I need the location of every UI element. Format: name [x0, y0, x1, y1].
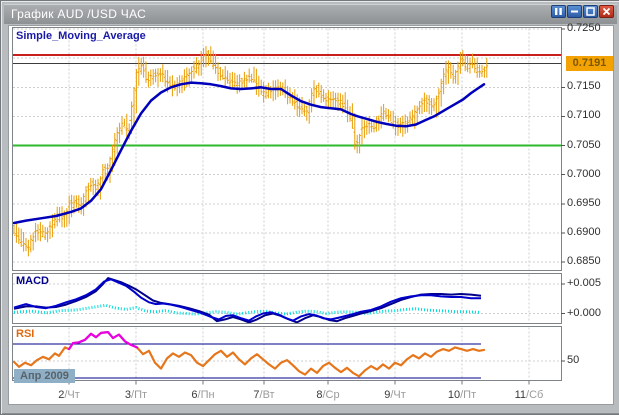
pause-icon [554, 4, 563, 19]
close-button[interactable] [599, 5, 614, 18]
maximize-icon [586, 4, 595, 19]
minimize-button[interactable] [567, 5, 582, 18]
chart-client-area [8, 25, 614, 405]
window-titlebar[interactable]: График AUD /USD ЧАС [4, 4, 617, 24]
pause-button[interactable] [551, 5, 566, 18]
window-title: График AUD /USD ЧАС [11, 7, 147, 21]
maximize-button[interactable] [583, 5, 598, 18]
minimize-icon [570, 4, 579, 19]
close-icon [602, 4, 611, 19]
